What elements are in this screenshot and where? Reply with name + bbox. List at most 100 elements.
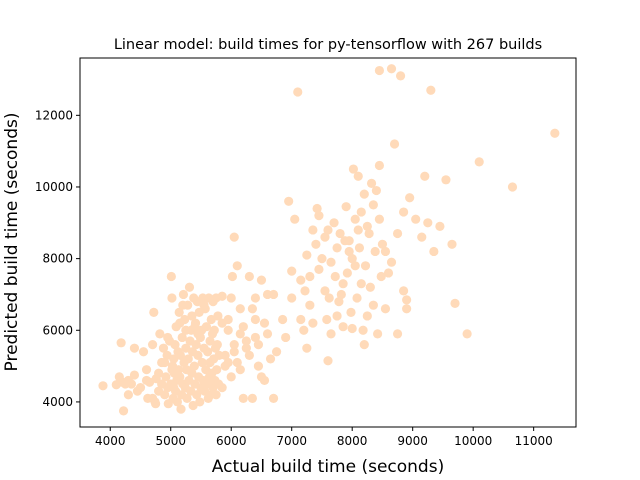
y-tick-label: 6000 [42,323,73,337]
data-point [370,246,380,257]
data-point [323,356,333,366]
data-point [330,271,340,282]
y-tick-label: 4000 [42,395,73,409]
data-point [346,307,356,317]
data-point [362,311,372,321]
data-point [190,322,200,332]
data-point [399,207,409,217]
data-point [312,203,322,214]
data-point [305,271,315,282]
data-point [338,322,348,332]
data-point [342,268,352,278]
data-point [212,340,222,350]
data-point [116,338,126,348]
data-point [380,246,391,257]
x-tick-label: 4000 [95,434,126,448]
data-point [353,225,363,235]
data-point [208,297,218,307]
data-point [123,390,133,400]
data-point [187,311,197,321]
data-point [129,343,140,353]
data-point [352,293,362,303]
data-point [450,298,460,308]
data-point [550,128,560,138]
data-point [287,293,297,303]
data-point [356,207,366,217]
data-point [392,228,403,239]
data-point [147,393,158,403]
data-point [118,406,129,416]
data-point [235,304,245,314]
data-point [229,347,239,357]
data-point [362,221,372,231]
data-point [244,271,254,282]
data-point [334,297,344,307]
data-point [170,340,180,350]
data-point [402,304,412,314]
data-point [368,300,378,310]
data-point [371,185,381,196]
y-tick-label: 10000 [35,180,73,194]
data-point [320,232,330,242]
data-point [176,404,186,414]
data-point [462,329,472,339]
data-point [238,393,248,403]
data-point [217,291,227,301]
data-point [429,246,439,257]
data-point [135,382,146,393]
data-point [157,357,167,368]
data-point [374,214,385,224]
chart-title: Linear model: build times for py-tensorf… [114,37,542,53]
data-point [405,193,415,203]
data-point [205,336,215,346]
data-point [290,214,300,224]
data-point [167,365,177,375]
data-point [344,246,354,257]
data-point [167,293,177,303]
data-point [402,295,412,305]
data-point [344,236,354,246]
data-point [247,393,257,403]
data-point [373,329,383,339]
data-point [380,304,391,314]
data-point [386,64,397,74]
data-point [368,200,378,210]
data-point [141,365,152,375]
data-point [353,171,363,181]
data-point [366,178,377,188]
data-point [155,329,165,339]
data-point [138,347,149,357]
data-point [241,343,251,353]
data-point [247,304,257,314]
data-point [347,254,357,264]
data-point [389,139,400,149]
data-point [360,261,371,271]
data-point [238,322,248,332]
x-tick-label: 10000 [454,434,492,448]
data-point [235,329,245,339]
data-point [199,300,209,310]
data-point [217,382,227,393]
data-point [98,381,108,391]
data-point [287,266,297,276]
data-point [278,314,288,325]
data-point [335,228,345,239]
data-point [193,329,203,339]
data-point [399,286,409,296]
data-point [374,65,385,76]
points-layer [98,64,560,416]
data-point [193,350,203,360]
data-point [317,254,327,264]
data-point [296,275,306,285]
data-point [447,239,457,249]
data-point [507,182,518,192]
data-point [197,357,207,368]
data-point [217,318,227,328]
data-point [359,340,369,350]
data-point [423,218,433,228]
data-point [420,171,430,181]
data-point [235,365,245,375]
data-point [209,325,219,335]
data-point [356,279,366,289]
